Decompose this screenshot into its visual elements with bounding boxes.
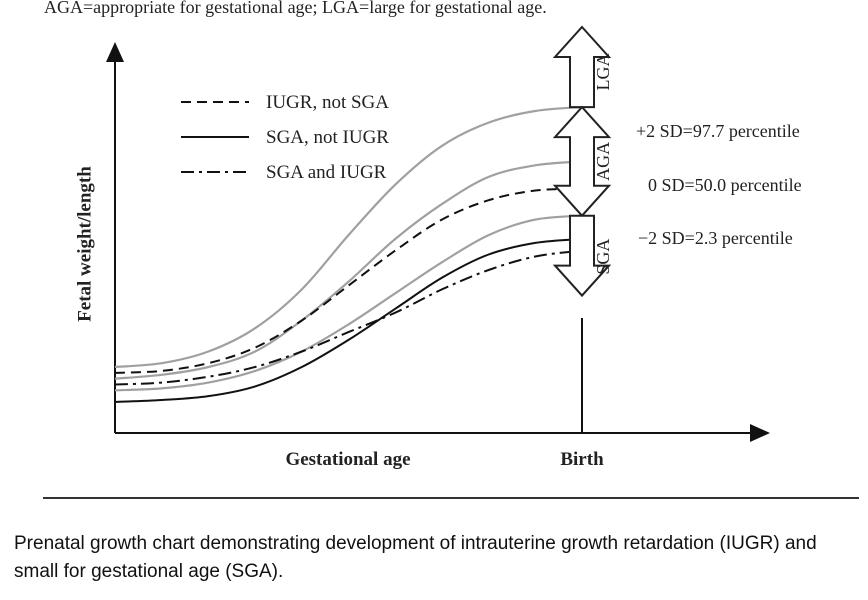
percentile-curve-2-sd-2-3-percentile	[114, 214, 583, 392]
percentile-curve-0-sd-50-0-percentile	[114, 160, 583, 380]
x-axis-arrowhead	[750, 424, 770, 442]
abbreviation-caption: AGA=appropriate for gestational age; LGA…	[44, 0, 547, 17]
growth-chart: LGA AGA SGA IUGR, not SGA SGA, not IUGR SGA …	[74, 25, 802, 470]
region-arrow-sga	[552, 214, 612, 298]
percentile-annotation-2: 0 SD=50.0 percentile	[648, 175, 802, 195]
legend-label-sga-and-iugr: SGA and IUGR	[266, 162, 387, 183]
figure-caption: Prenatal growth chart demonstrating deve…	[14, 533, 817, 582]
region-label-aga: AGA	[593, 142, 613, 181]
y-axis-label: Fetal weight/length	[74, 166, 95, 322]
chart-curves	[114, 106, 583, 403]
region-label-lga: LGA	[593, 54, 613, 91]
y-axis-arrowhead	[106, 42, 124, 62]
series-line-sga-and-iugr	[114, 249, 583, 386]
x-axis-label: Gestational age	[285, 449, 410, 470]
chart-labels: +2 SD=97.7 percentile 0 SD=50.0 percentil…	[74, 121, 801, 470]
percentile-curve-2-sd-97-7-percentile	[114, 106, 583, 369]
chart-axes	[106, 42, 770, 442]
series-line-sga-not-iugr	[114, 238, 583, 403]
percentile-annotation-1: +2 SD=97.7 percentile	[636, 121, 800, 141]
section-divider	[43, 497, 859, 499]
chart-legend: IUGR, not SGA SGA, not IUGR SGA and IUGR	[181, 92, 389, 183]
region-label-sga: SGA	[593, 239, 613, 275]
legend-label-sga-not-iugr: SGA, not IUGR	[266, 127, 389, 148]
series-line-iugr-not-sga	[114, 187, 583, 374]
percentile-annotation-3: −2 SD=2.3 percentile	[638, 228, 793, 248]
birth-label: Birth	[560, 449, 604, 470]
legend-label-iugr-not-sga: IUGR, not SGA	[266, 92, 389, 113]
region-arrows: LGA AGA SGA	[552, 25, 613, 298]
